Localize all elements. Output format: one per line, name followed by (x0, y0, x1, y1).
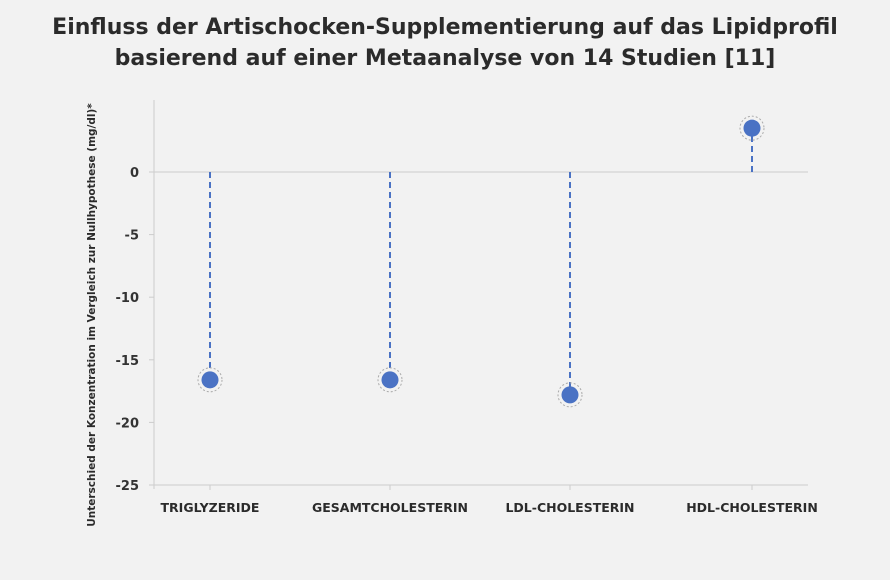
chart-title-line-2: basierend auf einer Metaanalyse von 14 S… (114, 46, 776, 71)
chart-title-line-1: Einfluss der Artischocken-Supplementieru… (52, 15, 838, 40)
data-point (561, 386, 579, 404)
data-point (743, 119, 761, 137)
data-point (381, 371, 399, 389)
y-tick-label: -20 (116, 416, 140, 431)
data-point-halo (557, 382, 583, 408)
data-point-halo (197, 367, 223, 393)
data-point-halo (377, 367, 403, 393)
x-category-label: GESAMTCHOLESTERIN (312, 500, 468, 515)
x-categories-group: TRIGLYZERIDE GESAMTCHOLESTERIN LDL-CHOLEST… (161, 485, 818, 515)
y-tick-label: -5 (125, 229, 139, 244)
chart-title: Einfluss der Artischocken-Supplementieru… (0, 12, 890, 74)
y-tick-label: -15 (116, 354, 140, 369)
y-tick-label: -25 (116, 479, 140, 494)
stems-group (209, 128, 753, 395)
axes-group (153, 100, 808, 489)
y-tick-label: -10 (116, 291, 140, 306)
x-category-label: HDL-CHOLESTERIN (686, 500, 818, 515)
points-group (197, 115, 765, 408)
data-point-halo (739, 115, 765, 141)
data-point (201, 371, 219, 389)
x-category-label: TRIGLYZERIDE (161, 500, 260, 515)
y-tick-label: 0 (130, 166, 139, 181)
x-category-label: LDL-CHOLESTERIN (505, 500, 634, 515)
y-ticks-group: 0 -5 -10 -15 -20 -25 (116, 166, 154, 494)
y-axis-title: Unterschied der Konzentration im Verglei… (86, 103, 98, 527)
